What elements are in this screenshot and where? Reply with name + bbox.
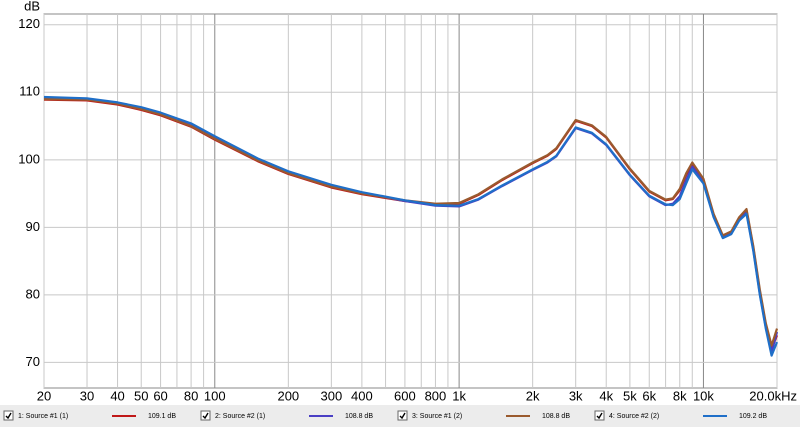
legend-label: 1: Source #1 (1) (18, 413, 68, 420)
x-tick-label: 20 (37, 388, 51, 403)
legend-item[interactable]: 2: Source #2 (1) 108.8 dB (200, 410, 373, 421)
legend-checkbox (397, 410, 408, 421)
legend-item[interactable]: 4: Source #2 (2) 109.2 dB (594, 410, 767, 421)
y-tick-label: 120 (18, 16, 40, 31)
y-tick-label: 90 (26, 219, 40, 234)
y-tick-label: 70 (26, 354, 40, 369)
series-line (43, 95, 779, 357)
legend-item[interactable]: 1: Source #1 (1) 109.1 dB (3, 410, 176, 421)
y-tick-label: 110 (19, 84, 40, 99)
x-tick-label: 5k (623, 388, 637, 403)
y-tick-label: 100 (18, 151, 40, 166)
x-tick-label: 100 (204, 388, 226, 403)
y-tick-label: 80 (26, 286, 40, 301)
x-tick-label: 1k (452, 388, 466, 403)
legend-check (202, 412, 209, 420)
x-tick-label: 800 (425, 388, 447, 403)
y-axis-label: dB (24, 0, 40, 13)
x-tick-label: 60 (153, 388, 167, 403)
legend-value: 109.1 dB (148, 413, 176, 420)
legend-label: 3: Source #1 (2) (412, 413, 462, 420)
x-tick-label: 10k (693, 388, 714, 403)
x-tick-label: 2k (526, 388, 540, 403)
legend-check (399, 412, 406, 420)
x-tick-label: 8k (673, 388, 687, 403)
x-tick-label: 30 (80, 388, 94, 403)
legend-checkbox (594, 410, 605, 421)
legend-check (5, 412, 12, 420)
legend-value: 108.8 dB (542, 413, 570, 420)
x-tick-label: 600 (394, 388, 416, 403)
x-tick-label: 6k (642, 388, 656, 403)
x-tick-label: 80 (184, 388, 198, 403)
x-tick-label: 200 (277, 388, 299, 403)
x-tick-label: 4k (599, 388, 613, 403)
x-tick-label: 3k (569, 388, 583, 403)
series-line (43, 98, 779, 347)
legend-checkbox (3, 410, 14, 421)
legend-label: 4: Source #2 (2) (609, 413, 659, 420)
legend-item[interactable]: 3: Source #1 (2) 108.8 dB (397, 410, 570, 421)
legend-value: 108.8 dB (345, 413, 373, 420)
legend-checkbox (200, 410, 211, 421)
x-tick-label: 40 (110, 388, 124, 403)
legend-value: 109.2 dB (739, 413, 767, 420)
legend-check (596, 412, 603, 420)
x-tick-label: 50 (134, 388, 148, 403)
x-tick-label: 300 (321, 388, 343, 403)
x-tick-label: 20.0kHz (749, 388, 797, 403)
legend-label: 2: Source #2 (1) (215, 413, 265, 420)
x-tick-label: 400 (351, 388, 373, 403)
